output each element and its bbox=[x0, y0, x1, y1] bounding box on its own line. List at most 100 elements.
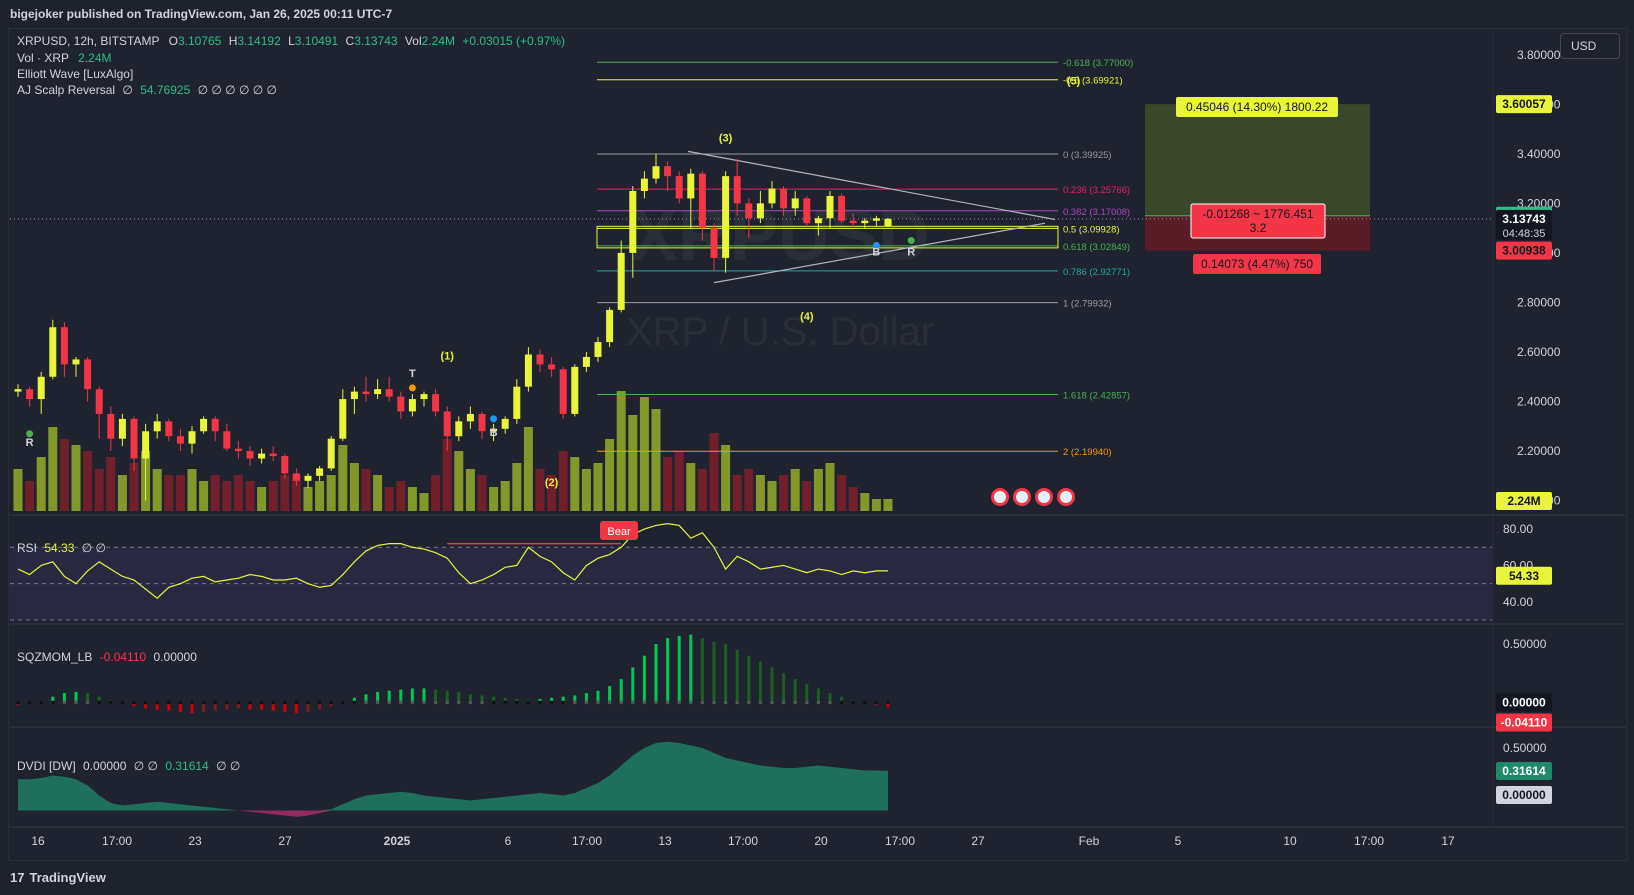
sqz-dot bbox=[190, 700, 194, 705]
position-pnl-badge bbox=[1190, 203, 1326, 239]
volume-bar bbox=[129, 463, 139, 511]
legend-sqzmom[interactable]: SQZMOM_LB -0.04110 0.00000 bbox=[17, 650, 197, 664]
currency-button[interactable]: USD bbox=[1560, 33, 1620, 59]
candle-body bbox=[362, 391, 370, 395]
candle-body bbox=[872, 218, 880, 221]
candle-body bbox=[559, 369, 567, 414]
volume-bar bbox=[837, 475, 847, 511]
legend-symbol[interactable]: XRPUSD, 12h, BITSTAMP bbox=[17, 34, 160, 48]
sqz-dot bbox=[155, 700, 159, 705]
tag-countdown: 04:48:35 bbox=[1503, 228, 1546, 240]
volume-bar bbox=[384, 487, 394, 511]
elliott-wave-label: (3) bbox=[719, 132, 733, 144]
candle-body bbox=[72, 359, 80, 365]
tag-stop-price: 3.00938 bbox=[1502, 244, 1546, 258]
footer: 17 TradingView bbox=[0, 861, 1634, 895]
sqz-dot bbox=[793, 700, 797, 705]
volume-bar bbox=[152, 469, 162, 511]
sqz-dot bbox=[259, 700, 264, 705]
candle-body bbox=[675, 176, 683, 199]
position-stop-text: 0.14073 (4.47%) 750 bbox=[1201, 257, 1313, 271]
rsi-line bbox=[17, 523, 888, 599]
time-axis-label: 27 bbox=[971, 834, 985, 848]
sqz-dot bbox=[97, 700, 101, 705]
tag-volume: 2.24M bbox=[1507, 494, 1540, 508]
candle-body bbox=[397, 396, 405, 412]
sqz-dot bbox=[874, 700, 879, 705]
tradingview-logo[interactable]: 17 TradingView bbox=[10, 870, 106, 885]
signal-letter: R bbox=[907, 246, 915, 258]
position-target-text: 0.45046 (14.30%) 1800.22 bbox=[1186, 100, 1328, 114]
time-axis-label: 23 bbox=[188, 834, 202, 848]
sqz-dot bbox=[735, 700, 739, 705]
signal-dot bbox=[490, 415, 498, 423]
legend-elliott-wave[interactable]: Elliott Wave [LuxAlgo] bbox=[17, 67, 133, 81]
sqz-dot bbox=[352, 700, 357, 705]
tag-volume-badge bbox=[1496, 492, 1552, 510]
volume-bar bbox=[593, 463, 603, 511]
candle-body bbox=[652, 166, 660, 179]
tag-sqz-zero-badge bbox=[1496, 693, 1552, 712]
candle-body bbox=[269, 453, 277, 457]
candle-body bbox=[455, 421, 463, 437]
candle-body bbox=[780, 188, 788, 209]
candle-body bbox=[420, 394, 428, 400]
candle-body bbox=[490, 428, 498, 432]
dvdi-label: DVDI [DW] bbox=[17, 759, 76, 773]
candle-body bbox=[640, 178, 648, 191]
legend-aj-value: 54.76925 bbox=[140, 83, 191, 97]
legend-low: 3.10491 bbox=[294, 34, 339, 48]
candle-body bbox=[861, 220, 869, 224]
time-axis-label: 27 bbox=[278, 834, 292, 848]
time-axis-label: 16 bbox=[31, 834, 45, 848]
sqz-dot bbox=[341, 700, 345, 705]
sqz-dot bbox=[596, 700, 600, 705]
sqz-dot bbox=[607, 700, 612, 705]
sqz-dot bbox=[851, 700, 855, 705]
legend-dvdi[interactable]: DVDI [DW] 0.00000 ∅ ∅ 0.31614 ∅ ∅ bbox=[17, 759, 240, 773]
volume-bar bbox=[883, 499, 893, 511]
sqz-dot bbox=[839, 700, 844, 705]
candle-body bbox=[304, 475, 312, 481]
sqz-dot bbox=[39, 700, 43, 705]
volume-bar bbox=[686, 463, 696, 511]
volume-bar bbox=[71, 445, 81, 511]
dvdi-extra2: ∅ ∅ bbox=[216, 759, 241, 773]
legend-aj-scalp[interactable]: AJ Scalp Reversal ∅ 54.76925 ∅ ∅ ∅ ∅ ∅ ∅ bbox=[17, 83, 277, 97]
legend-rsi[interactable]: RSI 54.33 ∅ ∅ bbox=[17, 541, 106, 555]
volume-bar bbox=[315, 481, 325, 511]
price-axis-label: 2.80000 bbox=[1517, 295, 1561, 309]
volume-bar bbox=[825, 463, 835, 511]
candle-body bbox=[95, 389, 103, 414]
elliott-wave-label: (4) bbox=[800, 311, 814, 323]
volume-bar bbox=[802, 481, 812, 511]
candle-body bbox=[14, 389, 22, 392]
tag-target-price-badge bbox=[1496, 95, 1552, 114]
sqz-dot bbox=[723, 700, 728, 705]
volume-bar bbox=[291, 475, 301, 511]
sqz-dot bbox=[538, 700, 542, 705]
sqz-dot bbox=[480, 700, 484, 705]
elliott-wave-label: (1) bbox=[440, 350, 454, 362]
legend-volume[interactable]: Vol · XRP 2.24M bbox=[17, 51, 112, 65]
candle-body bbox=[571, 366, 579, 414]
fib-level-label: 0 (3.39925) bbox=[1063, 150, 1112, 161]
candle-body bbox=[582, 356, 590, 367]
sqz-dot bbox=[863, 700, 867, 705]
sqz-dot bbox=[515, 700, 519, 705]
volume-bar bbox=[83, 451, 93, 511]
candle-body bbox=[292, 473, 300, 481]
position-target-zone bbox=[1145, 104, 1370, 216]
volume-bar bbox=[767, 481, 777, 511]
volume-bar bbox=[512, 463, 522, 511]
tag-sqz-value: -0.04110 bbox=[1501, 715, 1548, 729]
sqz-dot bbox=[375, 700, 380, 705]
candle-body bbox=[327, 438, 335, 469]
time-axis-label: 20 bbox=[814, 834, 828, 848]
sqz-dot bbox=[828, 700, 832, 705]
candle-body bbox=[803, 198, 811, 224]
candle-body bbox=[617, 252, 625, 310]
sqz-dot bbox=[712, 700, 716, 705]
candle-body bbox=[791, 198, 799, 209]
